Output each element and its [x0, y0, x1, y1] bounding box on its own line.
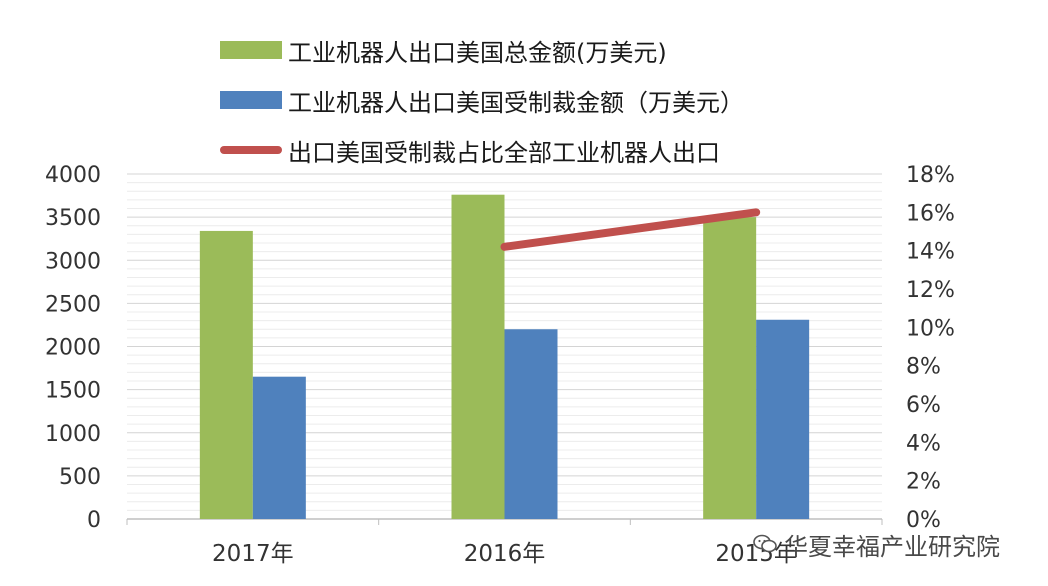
y-right-tick-label: 4%	[906, 431, 941, 456]
legend-label-share: 出口美国受制裁占比全部工业机器人出口	[288, 138, 720, 167]
legend-item-total: 工业机器人出口美国总金额(万美元)	[220, 30, 667, 70]
bar-sanctioned	[504, 329, 558, 519]
legend-line-share	[220, 146, 282, 154]
y-left-tick-label: 2000	[45, 336, 101, 361]
y-left-tick-label: 2500	[45, 292, 101, 317]
y-right-tick-label: 18%	[906, 163, 955, 188]
legend-swatch-total	[220, 41, 282, 59]
x-tick-label: 2015年	[715, 541, 797, 567]
y-right-tick-label: 8%	[906, 355, 941, 380]
y-left-tick-label: 4000	[45, 163, 101, 188]
watermark-text: 华夏幸福产业研究院	[784, 532, 1000, 561]
line-share	[500, 208, 761, 251]
x-tick-label: 2017年	[212, 541, 294, 567]
y-left-tick-label: 500	[59, 465, 101, 490]
y-right-tick-label: 16%	[906, 201, 955, 226]
bar-total	[451, 194, 505, 519]
y-left-tick-label: 1500	[45, 379, 101, 404]
y-right-tick-label: 10%	[906, 316, 955, 341]
y-right-tick-label: 2%	[906, 470, 941, 495]
y-left-tick-label: 3500	[45, 206, 101, 231]
legend-label-total: 工业机器人出口美国总金额(万美元)	[288, 38, 667, 67]
bar-sanctioned	[756, 319, 810, 519]
legend-label-sanctioned: 工业机器人出口美国受制裁金额（万美元）	[288, 88, 744, 117]
y-left-tick-label: 3000	[45, 249, 101, 274]
y-left-tick-label: 1000	[45, 422, 101, 447]
legend-swatch-sanctioned	[220, 91, 282, 109]
y-left-tick-label: 0	[87, 508, 101, 533]
legend-item-sanctioned: 工业机器人出口美国受制裁金额（万美元）	[220, 80, 744, 120]
watermark: 华夏幸福产业研究院	[752, 524, 1000, 564]
bar-total	[703, 217, 757, 519]
bar-total	[199, 230, 253, 520]
x-tick-label: 2016年	[464, 541, 546, 567]
y-right-tick-label: 14%	[906, 240, 955, 265]
y-right-tick-label: 0%	[906, 508, 941, 533]
bar-sanctioned	[252, 376, 306, 519]
y-right-tick-label: 12%	[906, 278, 955, 303]
legend-item-share: 出口美国受制裁占比全部工业机器人出口	[220, 130, 720, 170]
wechat-icon	[753, 534, 777, 553]
y-right-tick-label: 6%	[906, 393, 941, 418]
